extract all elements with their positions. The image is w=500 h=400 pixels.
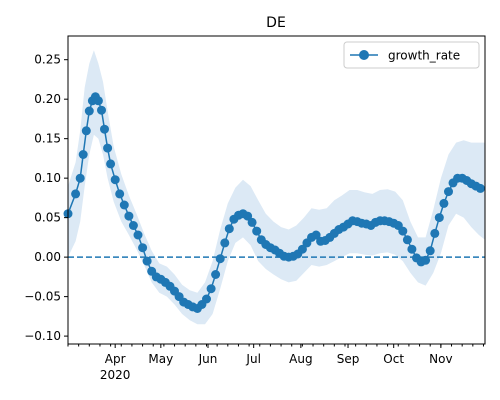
data-point (71, 189, 81, 199)
data-point (215, 254, 225, 264)
data-point (444, 187, 453, 197)
data-point (211, 270, 221, 279)
x-tick-label: Sep (337, 352, 360, 366)
y-tick-label: 0.10 (34, 171, 61, 185)
y-tick-label: −0.10 (24, 329, 61, 343)
data-point (421, 255, 431, 265)
chart-title: DE (266, 15, 286, 31)
x-year-label: 2020 (100, 368, 131, 382)
data-point (84, 106, 94, 116)
data-point (97, 105, 106, 115)
data-point (252, 226, 262, 236)
data-point (119, 200, 129, 210)
data-point (142, 256, 152, 266)
data-point (75, 173, 85, 183)
x-tick-label: Apr (105, 352, 126, 366)
data-point (430, 228, 440, 238)
uncertainty-band (68, 50, 485, 325)
x-tick-label: May (148, 352, 173, 366)
legend-label-growth-rate: growth_rate (388, 49, 460, 63)
legend-marker-swatch (359, 50, 369, 60)
data-point (103, 143, 113, 153)
data-point (407, 244, 417, 254)
y-tick-label: 0.25 (34, 53, 61, 67)
data-point (402, 235, 412, 245)
legend: growth_rate (343, 41, 480, 69)
data-point (475, 183, 485, 193)
data-point (206, 284, 216, 294)
data-point (78, 150, 88, 159)
y-tick-label: 0.00 (34, 250, 61, 264)
data-point (106, 159, 116, 169)
y-tick-label: 0.15 (34, 132, 61, 146)
x-tick-label: Oct (383, 352, 404, 366)
data-point (100, 124, 109, 134)
data-point (93, 96, 103, 106)
x-tick-label: Jun (198, 352, 218, 366)
x-tick-label: Aug (289, 352, 312, 366)
data-point (138, 243, 148, 253)
data-point (434, 213, 444, 223)
data-point (220, 238, 230, 248)
data-point (202, 294, 211, 304)
y-tick-label: 0.20 (34, 92, 61, 106)
data-point (247, 217, 257, 227)
data-point (297, 244, 307, 254)
data-point (243, 211, 253, 221)
axes-frame (67, 35, 486, 345)
data-point (311, 230, 321, 240)
data-point (398, 226, 408, 236)
legend-frame (343, 41, 480, 69)
plot-area: −0.10 −0.05 0.00 0.05 0.10 0.15 0.20 0.25 Apr May… (24, 35, 486, 382)
x-tick-label: Nov (429, 352, 452, 366)
data-point (110, 175, 120, 185)
data-point (439, 198, 449, 208)
data-point (224, 224, 234, 234)
data-point (425, 246, 435, 256)
x-tick-label: Jul (245, 352, 260, 366)
data-point (124, 211, 134, 221)
y-tick-label: 0.05 (34, 211, 61, 225)
data-point (133, 230, 143, 240)
data-point (128, 221, 138, 230)
data-point (81, 126, 91, 136)
y-tick-label: −0.05 (24, 290, 61, 304)
data-point (115, 189, 125, 199)
